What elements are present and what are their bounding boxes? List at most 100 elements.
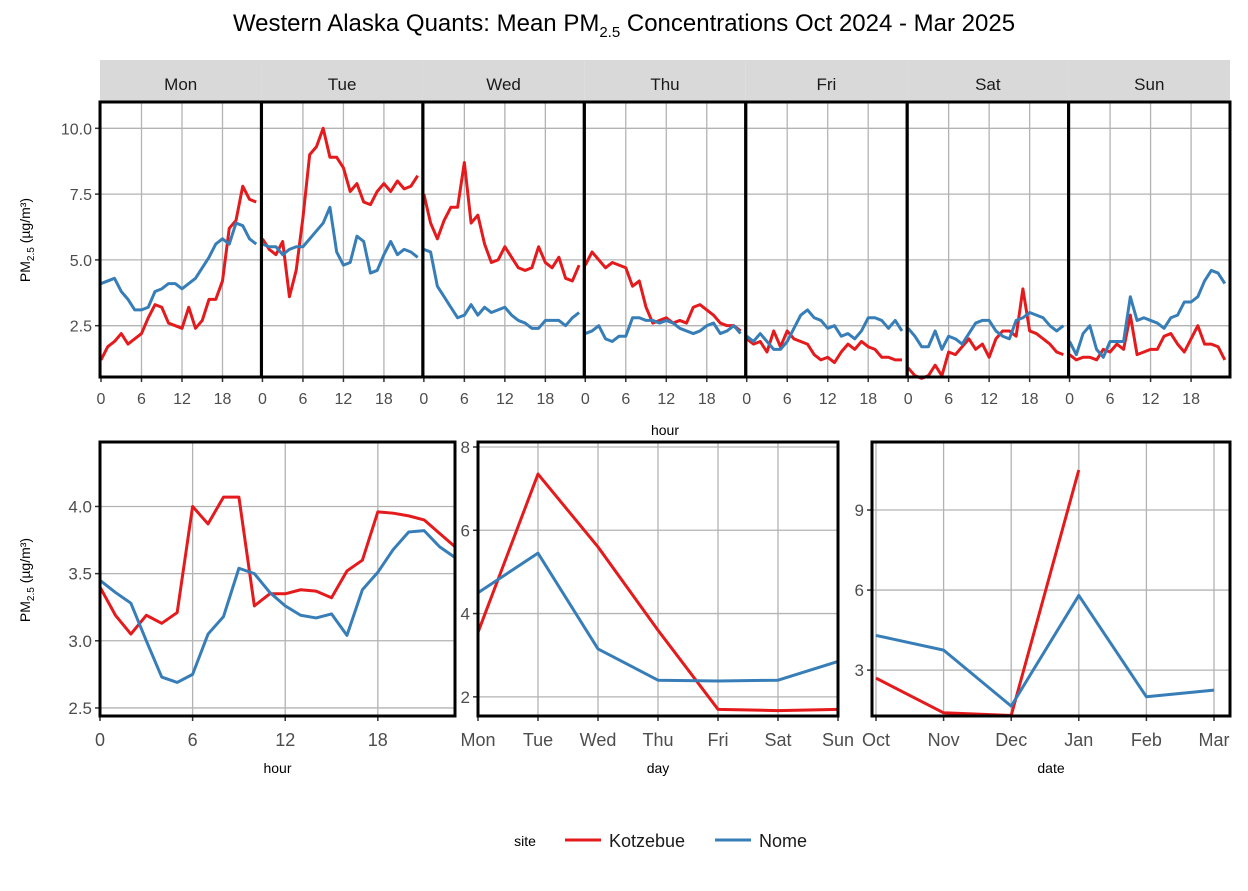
line-kotzebue-panel-day [476, 472, 839, 713]
line-nome-sun [1068, 268, 1227, 359]
x-tick-label: 6 [460, 391, 469, 408]
panel-border [870, 440, 1232, 718]
y-tick-label: 3.5 [68, 565, 92, 584]
line-kotzebue-sat [907, 287, 1064, 380]
x-tick-label: Dec [995, 730, 1027, 750]
y-label-unit: (µg/m³) [17, 538, 33, 587]
y-tick-label: 5.0 [70, 253, 92, 270]
x-tick-label: 6 [188, 730, 198, 750]
panel-border [476, 440, 840, 718]
legend-label-kotzebue: Kotzebue [609, 831, 685, 851]
x-axis-label: hour [263, 760, 291, 776]
y-label-main: PM [17, 261, 33, 282]
line-nome-mon [100, 221, 258, 312]
x-tick-label: 0 [581, 391, 590, 408]
x-axis-label: hour [651, 422, 679, 438]
line-nome-panel-day [477, 551, 839, 683]
facet-strip-wed [422, 60, 585, 101]
facet-strip-mon [100, 60, 262, 101]
facet-label-sun: Sun [1134, 75, 1164, 94]
x-tick-label: Tue [523, 730, 553, 750]
x-tick-label: Feb [1131, 730, 1162, 750]
facet-label-mon: Mon [164, 75, 197, 94]
x-tick-label: 12 [819, 391, 837, 408]
y-tick-label: 3 [855, 661, 864, 680]
y-tick-label: 8 [461, 438, 470, 457]
x-axis-label: day [647, 760, 670, 776]
x-tick-label: Mon [460, 730, 495, 750]
facet-strip-sat [907, 60, 1069, 101]
y-tick-label: 6 [855, 581, 864, 600]
x-tick-label: 18 [536, 391, 554, 408]
x-tick-label: 6 [1106, 391, 1115, 408]
x-tick-label: Thu [642, 730, 673, 750]
x-tick-label: Sun [822, 730, 854, 750]
x-tick-label: 0 [742, 391, 751, 408]
x-tick-label: 0 [1065, 391, 1074, 408]
title-subscript: 2.5 [599, 23, 621, 41]
facet-panel-border [905, 100, 1071, 379]
x-tick-label: 18 [375, 391, 393, 408]
x-tick-label: 0 [97, 391, 106, 408]
x-tick-label: 12 [335, 391, 353, 408]
line-kotzebue-wed [422, 161, 581, 283]
facet-strip-sun [1068, 60, 1230, 101]
y-tick-label: 6 [461, 521, 470, 540]
x-tick-label: Oct [862, 730, 890, 750]
y-tick-label: 3.0 [68, 632, 92, 651]
line-kotzebue-panel-hour [98, 495, 456, 636]
facet-panel-border [259, 100, 425, 379]
y-tick-label: 9 [855, 501, 864, 520]
x-tick-label: 6 [137, 391, 146, 408]
x-tick-label: Sat [764, 730, 791, 750]
y-label-subscript: 2.5 [26, 587, 37, 601]
line-kotzebue-mon [99, 184, 257, 361]
line-nome-panel-hour [99, 529, 456, 684]
facet-panel-border [582, 100, 748, 379]
x-tick-label: 12 [173, 391, 191, 408]
line-kotzebue-sun [1068, 313, 1227, 362]
x-tick-label: Jan [1064, 730, 1093, 750]
x-tick-label: 18 [214, 391, 232, 408]
line-nome-sat [907, 311, 1065, 351]
x-tick-label: Mar [1199, 730, 1230, 750]
x-tick-label: 6 [298, 391, 307, 408]
facet-panel-border [421, 100, 586, 379]
x-tick-label: Fri [708, 730, 729, 750]
y-tick-label: 7.5 [70, 187, 92, 204]
x-tick-label: 12 [657, 391, 675, 408]
legend-label-nome: Nome [759, 831, 807, 851]
x-tick-label: 12 [275, 730, 295, 750]
line-kotzebue-thu [583, 250, 742, 333]
facet-label-wed: Wed [486, 75, 521, 94]
facet-strip-thu [584, 60, 746, 101]
y-tick-label: 4 [461, 605, 470, 624]
x-axis-label: date [1037, 760, 1064, 776]
x-tick-label: 18 [1021, 391, 1039, 408]
x-tick-label: 18 [698, 391, 716, 408]
line-nome-tue [261, 205, 419, 275]
x-tick-label: Nov [928, 730, 960, 750]
facet-strip-fri [745, 60, 908, 101]
line-nome-fri [745, 308, 904, 351]
y-tick-label: 4.0 [68, 497, 92, 516]
x-tick-label: 18 [368, 730, 388, 750]
facet-label-tue: Tue [328, 75, 357, 94]
x-tick-label: 6 [783, 391, 792, 408]
panel-border [98, 440, 457, 718]
x-tick-label: 0 [95, 730, 105, 750]
facet-panel-border [744, 100, 909, 379]
facet-label-fri: Fri [817, 75, 837, 94]
y-tick-label: 2.5 [70, 319, 92, 336]
line-kotzebue-panel-date [875, 469, 1081, 717]
x-tick-label: 0 [904, 391, 913, 408]
x-tick-label: 6 [621, 391, 630, 408]
line-kotzebue-fri [745, 329, 902, 365]
legend-title: site [514, 833, 536, 849]
facet-label-sat: Sat [975, 75, 1001, 94]
y-axis-label: PM2.5 (µg/m³) [17, 198, 37, 282]
line-nome-thu [584, 316, 742, 343]
x-tick-label: 6 [944, 391, 953, 408]
